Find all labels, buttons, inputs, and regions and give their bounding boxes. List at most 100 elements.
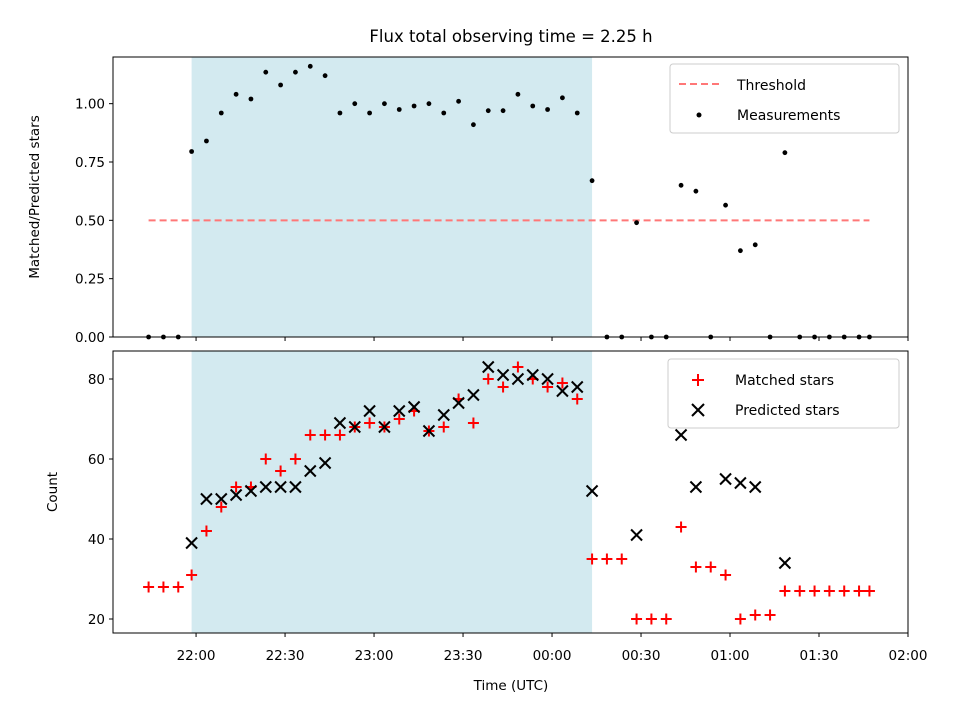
matched-star-point bbox=[853, 585, 865, 597]
legend-measurements-label: Measurements bbox=[737, 108, 840, 124]
measurement-point bbox=[723, 202, 728, 208]
matched-star-point bbox=[571, 393, 583, 405]
measurement-point bbox=[589, 178, 595, 184]
matched-star-point bbox=[482, 373, 494, 385]
matched-star-point bbox=[863, 585, 875, 597]
matched-star-point bbox=[809, 585, 821, 597]
matched-star-point bbox=[645, 613, 657, 625]
matched-star-point bbox=[631, 613, 643, 625]
matched-star-point bbox=[304, 429, 316, 441]
measurement-point bbox=[218, 110, 224, 116]
matched-star-point bbox=[794, 585, 806, 597]
matched-star-point bbox=[838, 585, 850, 597]
matched-star-point bbox=[260, 453, 272, 465]
measurement-point bbox=[737, 248, 743, 254]
measurement-point bbox=[530, 103, 536, 109]
predicted-star-point bbox=[393, 404, 406, 418]
measurement-point bbox=[189, 149, 195, 154]
bottom-y-axis-label: Count bbox=[45, 472, 61, 512]
predicted-star-point bbox=[244, 484, 258, 498]
bottom-y-ticks: 20 40 60 80 bbox=[88, 372, 113, 628]
x-tick-label: 22:00 bbox=[177, 648, 216, 664]
predicted-star-point bbox=[289, 480, 302, 494]
x-tick-label: 02:00 bbox=[889, 648, 928, 664]
predicted-star-point bbox=[556, 384, 569, 398]
matched-star-point bbox=[542, 381, 554, 393]
bottom-legend: Matched stars Predicted stars bbox=[667, 358, 900, 429]
matched-star-point bbox=[186, 569, 198, 581]
predicted-star-point bbox=[689, 480, 703, 494]
bottom-x-ticks: 22:00 22:30 23:00 23:30 00:00 00:30 01:00 01:30… bbox=[177, 633, 928, 664]
measurement-point bbox=[574, 110, 580, 116]
top-y-ticks: 0.00 0.25 0.50 0.75 1.00 bbox=[75, 97, 113, 346]
predicted-star-point bbox=[496, 368, 510, 382]
y-tick-label: 60 bbox=[88, 452, 105, 468]
predicted-star-point bbox=[259, 480, 272, 494]
y-tick-label: 0.25 bbox=[75, 272, 105, 288]
matched-star-point bbox=[200, 525, 212, 537]
measurement-point bbox=[678, 182, 684, 188]
x-tick-label: 01:30 bbox=[800, 648, 839, 664]
bottom-legend-box bbox=[667, 358, 900, 429]
y-tick-label: 0.75 bbox=[75, 155, 105, 171]
matched-star-point bbox=[334, 429, 346, 441]
measurement-point bbox=[752, 242, 758, 248]
legend-matched-swatch bbox=[692, 374, 704, 386]
measurement-point bbox=[352, 101, 358, 107]
measurement-point bbox=[634, 220, 639, 226]
predicted-star-point bbox=[749, 480, 762, 494]
top-axes-frame bbox=[112, 56, 909, 338]
top-legend: Threshold Measurements bbox=[669, 63, 900, 134]
matched-star-point bbox=[143, 581, 155, 593]
matched-star-point bbox=[734, 613, 746, 625]
predicted-star-point bbox=[407, 400, 421, 414]
predicted-star-point bbox=[215, 492, 228, 506]
matched-star-point bbox=[601, 553, 613, 565]
matched-star-point bbox=[215, 501, 227, 513]
matched-star-point bbox=[157, 581, 169, 593]
matched-star-point bbox=[230, 481, 242, 493]
measurement-point bbox=[263, 69, 269, 75]
measurement-point bbox=[204, 138, 209, 144]
measurement-point bbox=[293, 69, 298, 75]
measurement-point bbox=[337, 110, 343, 116]
x-tick-label: 22:30 bbox=[266, 648, 305, 664]
predicted-star-point bbox=[674, 428, 688, 442]
measurement-point bbox=[307, 63, 313, 69]
matched-star-point bbox=[675, 521, 687, 533]
measurement-point bbox=[515, 91, 521, 97]
top-legend-box bbox=[669, 63, 900, 134]
predicted-star-point bbox=[571, 380, 584, 394]
y-tick-label: 1.00 bbox=[75, 97, 105, 113]
x-tick-label: 00:30 bbox=[622, 648, 661, 664]
measurement-points bbox=[146, 63, 872, 340]
predicted-star-point bbox=[467, 388, 480, 402]
matched-star-point bbox=[497, 381, 509, 393]
bottom-axes-frame bbox=[112, 350, 909, 634]
predicted-star-point bbox=[734, 476, 747, 490]
matched-star-point bbox=[764, 609, 776, 621]
matched-star-point bbox=[616, 553, 628, 565]
measurement-point bbox=[456, 98, 461, 104]
measurement-point bbox=[471, 122, 476, 128]
predicted-star-point bbox=[452, 396, 465, 410]
predicted-star-point bbox=[585, 484, 599, 498]
x-tick-label: 23:00 bbox=[355, 648, 394, 664]
chart-title: Flux total observing time = 2.25 h bbox=[369, 27, 652, 46]
matched-star-point bbox=[660, 613, 672, 625]
predicted-star-point bbox=[719, 472, 732, 486]
matched-star-point bbox=[275, 465, 287, 477]
measurement-point bbox=[248, 96, 254, 102]
y-tick-label: 80 bbox=[88, 372, 105, 388]
legend-measurements-swatch bbox=[696, 112, 702, 118]
predicted-star-point bbox=[778, 556, 792, 570]
matched-star-point bbox=[438, 421, 450, 433]
top-x-ticks bbox=[195, 337, 909, 341]
legend-matched-label: Matched stars bbox=[735, 373, 834, 389]
matched-star-point bbox=[705, 561, 717, 573]
measurement-point bbox=[278, 82, 284, 88]
predicted-star-point bbox=[348, 420, 361, 434]
top-panel: 0.00 0.25 0.50 0.75 1.00 Matched/Predicted s… bbox=[27, 56, 909, 346]
matched-star-point bbox=[512, 361, 524, 373]
